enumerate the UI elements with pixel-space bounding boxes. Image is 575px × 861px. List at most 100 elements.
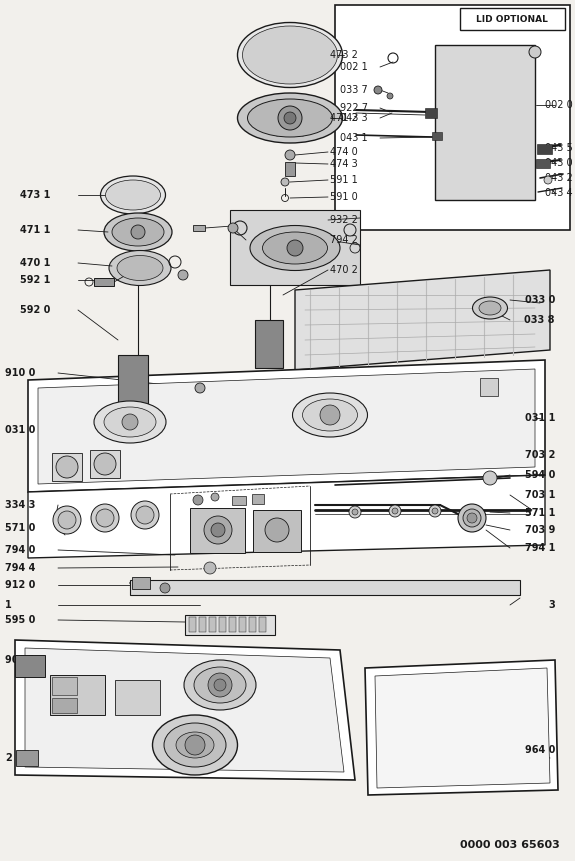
Text: 591 0: 591 0: [330, 192, 358, 202]
Circle shape: [53, 506, 81, 534]
Bar: [285, 162, 295, 176]
Circle shape: [91, 504, 119, 532]
Text: 043 3: 043 3: [340, 113, 367, 123]
Ellipse shape: [105, 180, 160, 210]
Ellipse shape: [117, 256, 163, 281]
Text: 794 2: 794 2: [330, 235, 358, 245]
Circle shape: [483, 471, 497, 485]
Text: 591 1: 591 1: [330, 175, 358, 185]
Circle shape: [211, 523, 225, 537]
Text: 002 0: 002 0: [545, 100, 573, 110]
Text: 1: 1: [5, 600, 12, 610]
Text: 334 3: 334 3: [5, 500, 36, 510]
Circle shape: [160, 583, 170, 593]
Circle shape: [285, 150, 295, 160]
Text: 470 2: 470 2: [330, 265, 358, 275]
Circle shape: [131, 501, 159, 529]
Circle shape: [387, 93, 393, 99]
Ellipse shape: [263, 232, 328, 264]
Text: 031 0: 031 0: [5, 425, 36, 435]
Ellipse shape: [94, 401, 166, 443]
Bar: [209, 617, 216, 632]
Circle shape: [320, 405, 340, 425]
Circle shape: [281, 178, 289, 186]
Bar: [115, 680, 160, 715]
Circle shape: [208, 673, 232, 697]
Text: 571 1: 571 1: [524, 508, 555, 518]
Circle shape: [204, 562, 216, 574]
Circle shape: [463, 509, 481, 527]
Text: 033 7: 033 7: [340, 85, 368, 95]
Circle shape: [58, 511, 76, 529]
Text: LID OPTIONAL: LID OPTIONAL: [476, 15, 548, 24]
Bar: [252, 494, 264, 504]
Circle shape: [56, 456, 78, 478]
Bar: [435, 45, 535, 200]
Ellipse shape: [247, 99, 332, 137]
Circle shape: [278, 106, 302, 130]
Circle shape: [374, 86, 382, 94]
Bar: [50, 675, 105, 715]
Circle shape: [352, 509, 358, 515]
Text: 932 2: 932 2: [330, 215, 358, 225]
Text: 0000 003 65603: 0000 003 65603: [460, 840, 560, 850]
Text: 474 0: 474 0: [330, 147, 358, 157]
Text: 473 1: 473 1: [20, 190, 51, 200]
Text: 470 1: 470 1: [20, 258, 51, 268]
Text: 910 0: 910 0: [5, 368, 36, 378]
Bar: [15, 655, 45, 677]
Bar: [232, 496, 246, 505]
Ellipse shape: [473, 297, 508, 319]
Polygon shape: [28, 475, 545, 558]
Circle shape: [389, 505, 401, 517]
Text: 912 0: 912 0: [5, 580, 36, 590]
Circle shape: [185, 735, 205, 755]
Bar: [219, 617, 226, 632]
Text: 471 1: 471 1: [20, 225, 51, 235]
Ellipse shape: [104, 407, 156, 437]
Circle shape: [195, 383, 205, 393]
Text: 964 0: 964 0: [524, 745, 555, 755]
Circle shape: [228, 223, 238, 233]
Text: 703 1: 703 1: [524, 490, 555, 500]
Ellipse shape: [176, 732, 214, 758]
Ellipse shape: [250, 226, 340, 270]
Circle shape: [429, 505, 441, 517]
Ellipse shape: [293, 393, 367, 437]
Text: 794 1: 794 1: [524, 543, 555, 553]
Bar: [259, 617, 266, 632]
Bar: [52, 698, 77, 713]
Text: 703 9: 703 9: [524, 525, 555, 535]
Ellipse shape: [109, 251, 171, 286]
Bar: [199, 617, 206, 632]
Text: 794 4: 794 4: [5, 563, 36, 573]
Bar: [229, 617, 236, 632]
Polygon shape: [365, 660, 558, 795]
Bar: [189, 617, 196, 632]
Circle shape: [284, 112, 296, 124]
Bar: [118, 355, 148, 410]
Ellipse shape: [164, 723, 226, 767]
Bar: [193, 225, 205, 231]
Polygon shape: [25, 648, 344, 772]
Bar: [90, 450, 120, 478]
Circle shape: [349, 506, 361, 518]
Bar: [94, 278, 114, 286]
Circle shape: [122, 414, 138, 430]
Circle shape: [392, 508, 398, 514]
Ellipse shape: [237, 22, 343, 88]
Polygon shape: [295, 270, 550, 370]
Bar: [480, 378, 498, 396]
Circle shape: [131, 225, 145, 239]
Bar: [255, 320, 283, 368]
Ellipse shape: [479, 301, 501, 315]
Circle shape: [94, 453, 116, 475]
Polygon shape: [375, 668, 550, 788]
Text: 900 1: 900 1: [5, 655, 36, 665]
Text: 043 0: 043 0: [545, 158, 573, 168]
Ellipse shape: [237, 93, 343, 143]
Bar: [249, 617, 256, 632]
Circle shape: [432, 508, 438, 514]
Bar: [132, 577, 150, 589]
Circle shape: [467, 513, 477, 523]
